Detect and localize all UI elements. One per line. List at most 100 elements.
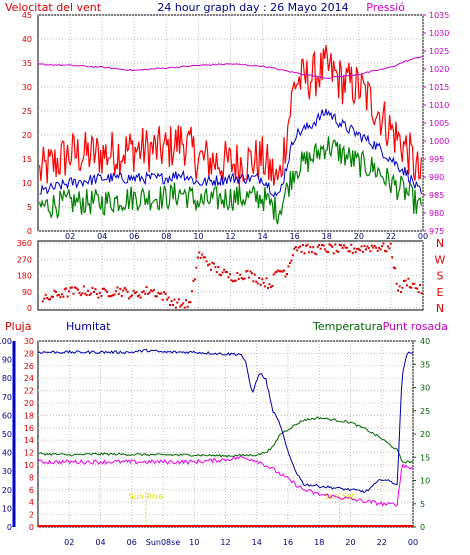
direction-point bbox=[202, 256, 205, 259]
direction-point bbox=[176, 301, 179, 304]
bottom-time-tick-label: 02 bbox=[64, 538, 74, 547]
direction-point bbox=[63, 288, 66, 291]
direction-point bbox=[388, 247, 391, 250]
direction-point bbox=[420, 292, 423, 295]
direction-point bbox=[231, 280, 234, 283]
direction-point bbox=[413, 282, 416, 285]
direction-point bbox=[242, 278, 245, 281]
direction-point bbox=[382, 242, 385, 245]
direction-point bbox=[293, 247, 296, 250]
humidity-tick-label: 28 bbox=[24, 349, 34, 358]
time-tick-label: 06 bbox=[129, 232, 139, 241]
compass-label: N bbox=[436, 237, 444, 250]
direction-point bbox=[290, 259, 293, 262]
direction-point bbox=[142, 290, 145, 293]
temperature-tick-label: 20 bbox=[420, 430, 430, 439]
direction-point bbox=[287, 265, 290, 268]
rain-tick-label: 50 bbox=[2, 430, 12, 439]
direction-point bbox=[264, 285, 267, 288]
direction-point bbox=[158, 292, 161, 295]
direction-point bbox=[163, 291, 166, 294]
direction-point bbox=[309, 245, 312, 248]
humidity-tick-label: 24 bbox=[24, 374, 34, 383]
direction-point bbox=[47, 298, 50, 301]
direction-point bbox=[157, 291, 160, 294]
direction-point bbox=[277, 269, 280, 272]
humidity-tick-label: 18 bbox=[24, 411, 34, 420]
rain-tick-label: 90 bbox=[2, 356, 12, 365]
direction-point bbox=[199, 256, 202, 259]
direction-point bbox=[398, 285, 401, 288]
direction-point bbox=[291, 254, 294, 257]
direction-point bbox=[243, 277, 246, 280]
temperature-tick-label: 25 bbox=[420, 407, 430, 416]
direction-point bbox=[65, 287, 68, 290]
direction-point bbox=[245, 270, 248, 273]
bottom-time-tick-label: 18 bbox=[314, 538, 324, 547]
direction-point bbox=[237, 277, 240, 280]
direction-point bbox=[359, 249, 362, 252]
direction-point bbox=[41, 300, 44, 303]
time-tick-label: 04 bbox=[97, 232, 107, 241]
direction-point bbox=[138, 294, 141, 297]
rain-tick-label: 30 bbox=[2, 467, 12, 476]
direction-point bbox=[60, 293, 63, 296]
direction-point bbox=[135, 291, 138, 294]
direction-point bbox=[75, 287, 78, 290]
bottom-time-tick-label: 12 bbox=[220, 538, 230, 547]
wind-pressure-panel: 0510152025303540459759809859909951000100… bbox=[22, 11, 450, 241]
direction-point bbox=[253, 273, 256, 276]
direction-point bbox=[234, 279, 237, 282]
direction-point bbox=[218, 273, 221, 276]
temperature-tick-label: 0 bbox=[420, 523, 425, 532]
direction-point bbox=[400, 291, 403, 294]
direction-point bbox=[324, 248, 326, 251]
direction-point bbox=[335, 249, 338, 252]
time-tick-label: 10 bbox=[193, 232, 203, 241]
bottom-time-tick-label: Sun08se bbox=[146, 538, 181, 547]
direction-point bbox=[321, 244, 324, 246]
direction-point bbox=[341, 246, 344, 249]
direction-point bbox=[313, 252, 316, 255]
direction-point bbox=[198, 251, 201, 254]
direction-point bbox=[354, 251, 357, 254]
direction-point bbox=[385, 250, 388, 253]
time-tick-label: 22 bbox=[386, 232, 396, 241]
temperature-tick-label: 10 bbox=[420, 477, 430, 486]
pressure-label: Pressió bbox=[366, 1, 405, 14]
direction-point bbox=[265, 277, 268, 280]
direction-point bbox=[269, 286, 272, 289]
direction-point bbox=[148, 291, 151, 294]
temperature-tick-label: 5 bbox=[420, 500, 425, 509]
direction-point bbox=[272, 273, 275, 276]
direction-point bbox=[357, 247, 360, 250]
compass-label: E bbox=[437, 286, 444, 299]
pressure-tick-label: 1015 bbox=[429, 83, 449, 92]
direction-point bbox=[136, 295, 139, 298]
direction-point bbox=[325, 250, 328, 253]
direction-point bbox=[297, 246, 300, 249]
direction-point bbox=[281, 270, 284, 273]
direction-point bbox=[363, 244, 366, 247]
direction-point bbox=[328, 243, 331, 246]
direction-point bbox=[280, 270, 283, 273]
direction-point bbox=[154, 295, 157, 298]
direction-point bbox=[386, 245, 389, 248]
direction-point bbox=[351, 251, 354, 254]
direction-point bbox=[76, 288, 79, 291]
direction-tick-label: 0 bbox=[27, 304, 32, 313]
direction-point bbox=[288, 262, 291, 264]
rain-tick-label: 60 bbox=[2, 411, 12, 420]
time-tick-label: 14 bbox=[257, 232, 267, 241]
direction-point bbox=[246, 269, 249, 272]
direction-point bbox=[107, 295, 110, 298]
direction-point bbox=[367, 247, 370, 250]
direction-point bbox=[310, 251, 313, 254]
direction-point bbox=[205, 260, 208, 263]
direction-point bbox=[131, 294, 133, 297]
rain-tick-label: 0 bbox=[7, 523, 12, 532]
humidity-tick-label: 16 bbox=[24, 424, 34, 433]
direction-point bbox=[365, 248, 367, 251]
direction-point bbox=[350, 243, 353, 246]
direction-point bbox=[366, 245, 369, 248]
